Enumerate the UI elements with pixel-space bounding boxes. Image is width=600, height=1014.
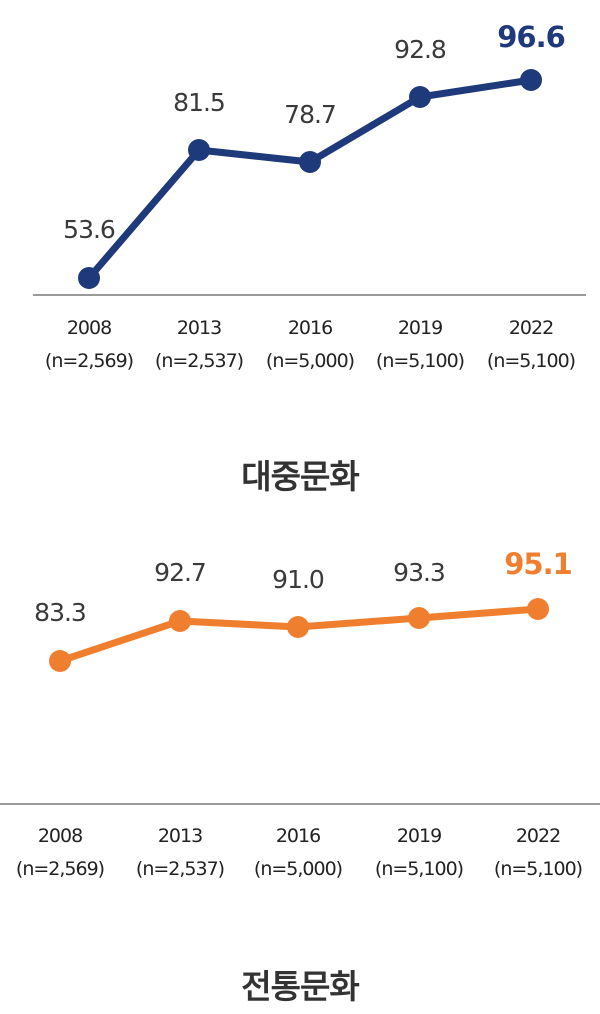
data-point (527, 598, 549, 620)
value-label: 81.5 (173, 88, 226, 117)
popular-culture-chart: 53.6 81.5 78.7 92.8 96.6 2008 (n=2,569) 2… (33, 20, 586, 496)
value-label: 91.0 (272, 565, 325, 594)
value-label: 53.6 (63, 215, 116, 244)
popular-culture-line-plot (33, 69, 586, 296)
x-tick-label: 2008 (n=2,569) (44, 317, 134, 372)
data-point (409, 86, 431, 108)
x-tick-label: 2019 (n=5,100) (375, 317, 465, 372)
x-tick-label: 2019 (n=5,100) (374, 825, 464, 880)
data-point (188, 139, 210, 161)
data-point (78, 267, 100, 289)
data-point (408, 607, 430, 629)
data-point (299, 151, 321, 173)
value-label: 92.8 (394, 35, 447, 64)
value-label: 83.3 (34, 598, 87, 627)
data-point (49, 650, 71, 672)
data-point (169, 610, 191, 632)
data-point (520, 69, 542, 91)
value-label: 93.3 (393, 558, 446, 587)
x-tick-label: 2022 (n=5,100) (493, 825, 583, 880)
value-label: 92.7 (154, 558, 207, 587)
chart-title: 대중문화 (241, 457, 359, 496)
x-tick-label: 2022 (n=5,100) (486, 317, 576, 372)
x-tick-label: 2013 (n=2,537) (154, 317, 244, 372)
highlight-value-label: 95.1 (504, 547, 573, 581)
x-tick-label: 2008 (n=2,569) (15, 825, 105, 880)
x-tick-label: 2016 (n=5,000) (253, 825, 343, 880)
value-label: 78.7 (284, 100, 337, 129)
data-point (287, 616, 309, 638)
traditional-culture-line-plot (0, 598, 600, 805)
highlight-value-label: 96.6 (497, 20, 566, 54)
traditional-culture-chart: 83.3 92.7 91.0 93.3 95.1 2008 (n=2,569) 2… (0, 520, 600, 1014)
x-tick-label: 2013 (n=2,537) (135, 825, 225, 880)
chart-title: 전통문화 (241, 967, 359, 1006)
x-tick-label: 2016 (n=5,000) (265, 317, 355, 372)
